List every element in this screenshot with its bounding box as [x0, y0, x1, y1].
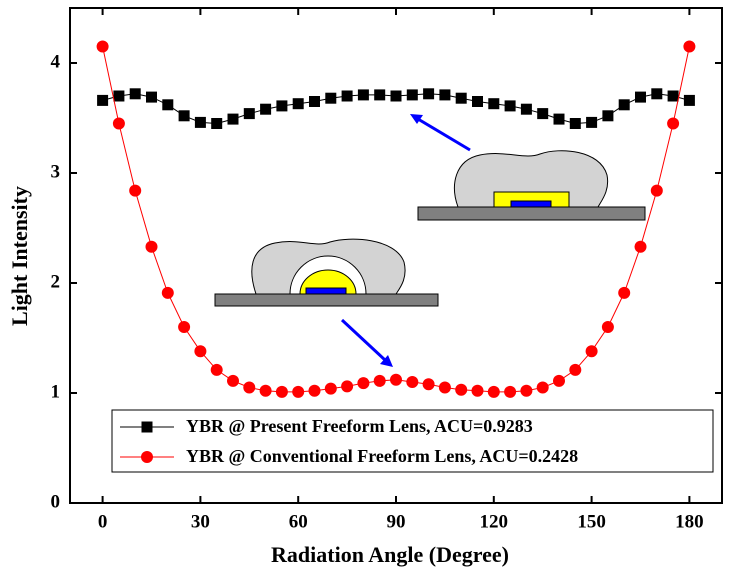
marker — [178, 110, 190, 122]
marker — [260, 103, 272, 115]
inset-conventional-lens — [214, 238, 439, 367]
y-tick-label: 2 — [51, 271, 61, 292]
marker — [487, 385, 500, 398]
legend-marker — [141, 451, 153, 463]
marker — [471, 384, 484, 397]
marker — [357, 89, 369, 101]
marker — [194, 345, 207, 358]
legend-box — [111, 409, 714, 473]
marker — [341, 380, 354, 393]
y-axis-title: Light Intensity — [7, 186, 32, 326]
marker — [618, 99, 630, 111]
marker — [586, 116, 598, 128]
x-tick-label: 0 — [98, 511, 108, 532]
marker — [422, 378, 435, 391]
marker — [438, 381, 451, 394]
marker — [650, 184, 663, 197]
y-tick-label: 0 — [51, 491, 61, 512]
marker — [683, 40, 696, 53]
marker — [227, 113, 239, 125]
marker — [112, 117, 125, 130]
x-tick-label: 180 — [675, 511, 704, 532]
marker — [635, 91, 646, 103]
marker — [504, 385, 517, 398]
marker — [373, 374, 386, 387]
marker — [406, 89, 418, 101]
y-tick-label: 4 — [51, 51, 61, 72]
marker — [537, 108, 549, 120]
marker — [292, 385, 305, 398]
legend-label: YBR @ Conventional Freeform Lens, ACU=0.… — [186, 446, 578, 466]
x-tick-label: 30 — [191, 511, 210, 532]
marker — [651, 88, 663, 100]
marker — [324, 382, 337, 395]
marker — [423, 88, 435, 100]
marker — [667, 90, 679, 102]
marker — [602, 110, 614, 122]
marker — [536, 381, 549, 394]
x-tick-label: 120 — [480, 511, 509, 532]
legend-marker — [141, 421, 153, 433]
x-axis-title: Radiation Angle (Degree) — [271, 542, 509, 567]
marker — [129, 184, 142, 197]
marker — [667, 117, 680, 130]
marker — [439, 89, 451, 101]
marker — [275, 385, 288, 398]
marker — [178, 321, 191, 333]
marker — [390, 373, 402, 386]
marker — [683, 94, 695, 106]
marker — [243, 381, 256, 394]
marker — [357, 377, 370, 390]
marker — [276, 100, 288, 112]
marker — [520, 103, 532, 115]
marker — [227, 374, 239, 387]
marker — [194, 116, 206, 128]
marker — [488, 98, 500, 110]
marker — [390, 90, 402, 102]
x-tick-label: 90 — [387, 511, 406, 532]
x-tick-label: 60 — [289, 511, 308, 532]
x-tick-label: 150 — [577, 511, 606, 532]
marker — [292, 98, 304, 110]
marker — [601, 321, 614, 333]
marker — [113, 90, 125, 102]
marker — [211, 118, 223, 129]
marker — [210, 363, 223, 376]
legend-label: YBR @ Present Freeform Lens, ACU=0.9283 — [186, 416, 533, 436]
marker — [374, 89, 386, 101]
marker — [341, 90, 353, 102]
marker — [504, 100, 516, 112]
marker — [634, 240, 647, 253]
marker — [406, 376, 419, 388]
marker — [553, 113, 565, 125]
marker — [162, 99, 174, 111]
marker — [309, 96, 320, 107]
marker — [472, 96, 483, 107]
marker — [325, 92, 337, 104]
marker — [569, 363, 582, 376]
marker — [97, 94, 109, 106]
marker — [553, 374, 565, 387]
marker — [145, 240, 158, 253]
marker — [585, 345, 598, 358]
marker — [455, 92, 467, 104]
marker — [520, 384, 533, 397]
marker — [259, 384, 272, 397]
marker — [618, 286, 631, 299]
marker — [129, 88, 141, 100]
marker — [243, 108, 255, 120]
marker — [146, 91, 157, 103]
marker — [308, 384, 321, 397]
marker — [96, 40, 109, 53]
marker — [161, 286, 174, 299]
marker — [455, 383, 468, 396]
inset-present-lens — [410, 114, 646, 221]
y-tick-label: 1 — [51, 381, 61, 402]
y-tick-label: 3 — [51, 161, 61, 182]
marker — [569, 118, 581, 129]
